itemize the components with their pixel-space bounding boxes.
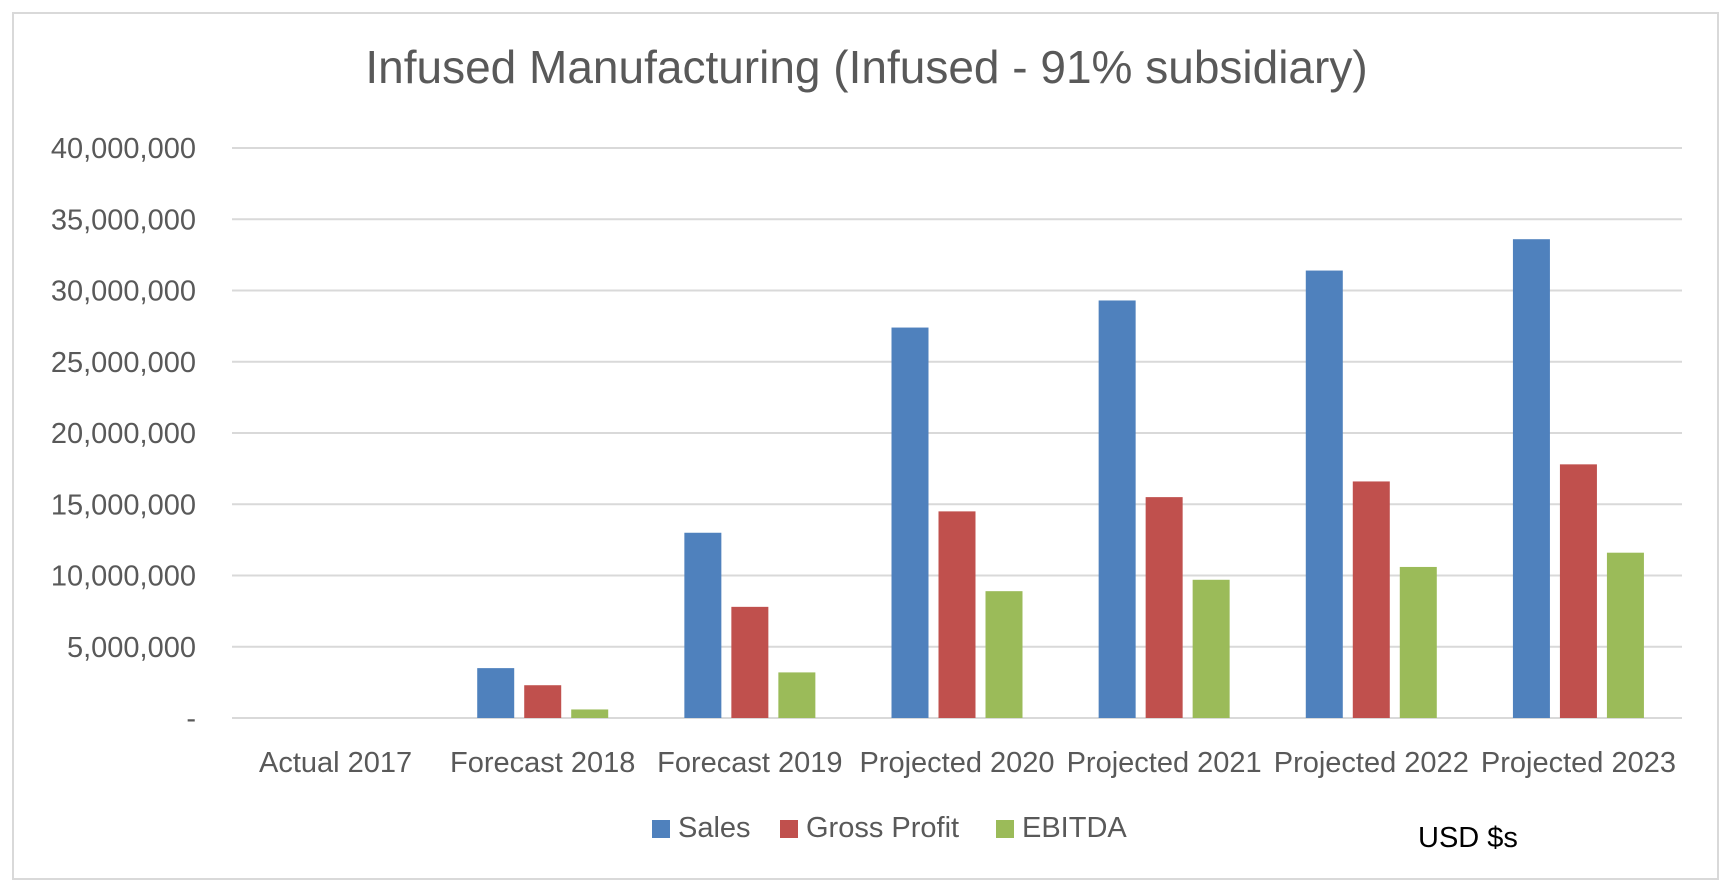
y-tick-label: 30,000,000 [51,276,196,308]
x-tick-label: Forecast 2018 [450,747,635,779]
currency-note: USD $s [1418,822,1518,854]
y-tick-label: 40,000,000 [51,133,196,165]
chart-title: Infused Manufacturing (Infused - 91% sub… [365,41,1368,93]
bar-sales [1098,300,1136,718]
bar-sales [891,327,929,718]
bar-sales [1512,239,1550,718]
x-tick-label: Projected 2020 [859,747,1054,779]
bar-ebitda [1192,579,1230,718]
y-tick-label: 20,000,000 [51,418,196,450]
legend-swatch [652,819,670,838]
legend-label: Sales [678,812,751,844]
bar-ebitda [985,591,1023,718]
y-tick-label: 5,000,000 [67,632,196,664]
legend-label: EBITDA [1022,812,1127,844]
y-tick-label: 25,000,000 [51,347,196,379]
bar-gross-profit [731,606,769,718]
chart-legend: Sales Gross Profit EBITDA [0,812,1733,852]
legend-label: Gross Profit [806,812,960,844]
y-tick-label: 15,000,000 [51,489,196,521]
bar-gross-profit [1145,497,1183,718]
legend-swatch [996,819,1014,838]
chart-frame [12,12,1719,880]
bar-sales [477,668,515,718]
bar-ebitda [571,709,609,718]
bar-gross-profit [938,511,976,718]
x-tick-label: Actual 2017 [259,747,412,779]
bar-ebitda [1606,552,1644,718]
legend-swatch [780,819,798,838]
y-tick-label: 35,000,000 [51,204,196,236]
x-tick-label: Projected 2022 [1274,747,1469,779]
bar-sales [1305,270,1343,718]
bar-gross-profit [1559,464,1597,718]
bar-sales [684,532,722,718]
x-tick-label: Projected 2023 [1481,747,1676,779]
bar-gross-profit [1352,481,1390,718]
legend-item-ebitda: EBITDA [996,812,1127,845]
y-tick-label: - [186,703,196,735]
legend-item-gross-profit: Gross Profit [780,812,959,845]
x-tick-label: Projected 2021 [1067,747,1262,779]
bar-ebitda [1399,566,1437,718]
legend-item-sales: Sales [652,812,751,845]
bar-ebitda [778,672,816,718]
x-tick-label: Forecast 2019 [657,747,842,779]
bar-gross-profit [524,685,562,718]
y-tick-label: 10,000,000 [51,561,196,593]
